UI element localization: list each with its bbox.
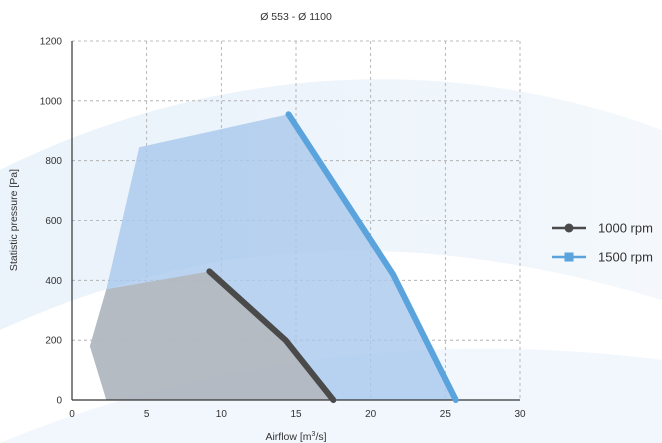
region-1000rpm — [89, 271, 334, 400]
x-tick-label: 30 — [514, 409, 526, 420]
series-line-1500rpm — [285, 111, 459, 403]
axes — [71, 41, 520, 401]
x-axis-unit-superscript: 3 — [312, 431, 316, 438]
chart-title: Ø 553 - Ø 1100 — [260, 11, 332, 23]
y-tick-label: 200 — [45, 336, 62, 347]
y-tick-label: 800 — [45, 156, 62, 167]
x-tick-label: 20 — [365, 409, 377, 420]
legend-label: 1000 rpm — [598, 221, 653, 236]
y-tick-labels: 0 200 400 600 800 1000 1200 — [40, 37, 63, 407]
y-tick-label: 600 — [45, 216, 62, 227]
series-line-1000rpm — [206, 268, 337, 403]
y-tick-label: 1000 — [40, 96, 63, 107]
operating-regions — [89, 114, 456, 400]
x-tick-label: 25 — [440, 409, 452, 420]
x-tick-label: 0 — [69, 409, 75, 420]
x-tick-label: 5 — [144, 409, 150, 420]
x-axis-label: Airflow — [265, 431, 297, 443]
series-lines — [206, 111, 459, 403]
y-tick-label: 1200 — [40, 37, 63, 48]
legend-item-1000rpm: 1000 rpm — [552, 221, 653, 236]
y-axis-title: Statistic pressure [Pa] — [8, 169, 20, 271]
legend-label: 1500 rpm — [598, 250, 653, 265]
x-tick-label: 15 — [290, 409, 302, 420]
legend-marker-circle — [564, 223, 574, 233]
y-tick-label: 0 — [56, 396, 62, 407]
y-tick-label: 400 — [45, 276, 62, 287]
x-tick-labels: 0 5 10 15 20 25 30 — [69, 409, 526, 420]
x-axis-unit-prefix: [m — [300, 431, 312, 443]
x-axis-unit-suffix: /s] — [315, 431, 326, 443]
legend: 1000 rpm 1500 rpm — [552, 221, 653, 265]
legend-item-1500rpm: 1500 rpm — [552, 250, 653, 265]
x-axis-title: Airflow [m3/s] — [265, 431, 326, 443]
legend-marker-square — [564, 252, 574, 262]
x-tick-label: 10 — [216, 409, 228, 420]
